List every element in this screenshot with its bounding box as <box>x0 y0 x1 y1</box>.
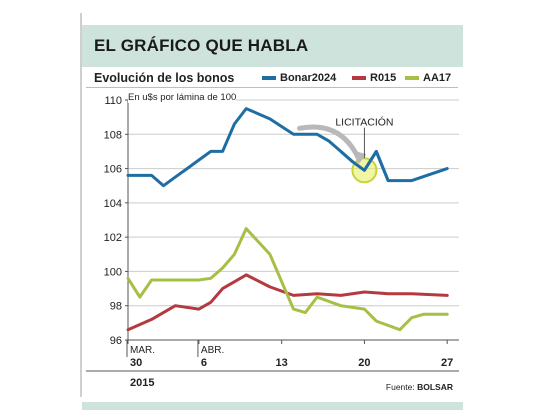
chart-card: EL GRÁFICO QUE HABLA Evolución de los bo… <box>80 13 463 410</box>
x-tick-label: 27 <box>441 357 453 369</box>
legend-item-r015: R015 <box>352 71 396 85</box>
source-name: BOLSAR <box>417 382 453 392</box>
series-line-r015 <box>126 273 449 332</box>
y-tick-label: 98 <box>110 301 122 313</box>
legend-swatch-aa17 <box>405 76 419 80</box>
legend-label-bonar2024: Bonar2024 <box>280 72 337 84</box>
legend-label-aa17: AA17 <box>423 72 452 84</box>
x-tick-label: 13 <box>276 357 288 369</box>
annotation-label: LICITACIÓN <box>335 116 393 129</box>
year-label: 2015 <box>130 377 154 389</box>
series-line-bonar2024 <box>126 107 449 188</box>
legend-item-aa17: AA17 <box>405 71 451 85</box>
y-tick-label: 100 <box>104 266 122 278</box>
legend-label-r015: R015 <box>370 72 397 84</box>
headline-title: EL GRÁFICO QUE HABLA <box>94 36 309 55</box>
x-tick-label: 30 <box>130 357 142 369</box>
y-tick-label: 96 <box>110 335 122 347</box>
legend-swatch-bonar2024 <box>262 76 276 80</box>
x-tick-label: 20 <box>358 357 370 369</box>
headline-banner: EL GRÁFICO QUE HABLA <box>82 25 463 67</box>
source-label: Fuente: <box>385 382 415 392</box>
header-divider <box>86 87 458 88</box>
x-tick-label: 6 <box>201 357 207 369</box>
y-tick-label: 108 <box>104 129 122 141</box>
footer-band <box>82 402 463 410</box>
y-tick-label: 106 <box>104 164 122 176</box>
y-tick-label: 102 <box>104 232 122 244</box>
x-tick-month: MAR. <box>130 345 155 356</box>
unit-note: En u$s por lámina de 100 <box>128 92 237 103</box>
line-chart: 96 98 100 102 104 106 108 110 MAR.30 ABR.6 13 20 27 2… <box>86 95 459 389</box>
source-credit: Fuente: BOLSAR <box>386 382 453 392</box>
series-line-bonar2024-overlay <box>339 149 390 182</box>
legend-item-bonar2024: Bonar2024 <box>262 71 336 85</box>
chart-subtitle: Evolución de los bonos <box>94 71 235 85</box>
series-line-aa17 <box>126 227 449 332</box>
annotation-arrowhead <box>352 150 367 165</box>
y-tick-label: 104 <box>104 198 122 210</box>
legend-swatch-r015 <box>352 76 366 80</box>
y-tick-label: 110 <box>104 95 122 107</box>
x-tick-month: ABR. <box>201 345 224 356</box>
